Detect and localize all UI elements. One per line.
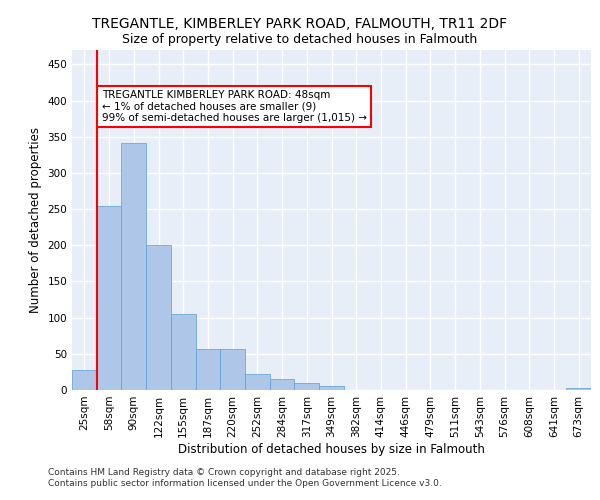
Bar [245, 374, 270, 390]
Text: Size of property relative to detached houses in Falmouth: Size of property relative to detached ho… [122, 32, 478, 46]
Bar [121, 142, 146, 390]
Bar [97, 206, 121, 390]
Text: TREGANTLE KIMBERLEY PARK ROAD: 48sqm
← 1% of detached houses are smaller (9)
99%: TREGANTLE KIMBERLEY PARK ROAD: 48sqm ← 1… [101, 90, 367, 123]
Bar [295, 383, 319, 390]
Y-axis label: Number of detached properties: Number of detached properties [29, 127, 42, 313]
Bar [196, 349, 220, 390]
Text: Contains HM Land Registry data © Crown copyright and database right 2025.
Contai: Contains HM Land Registry data © Crown c… [48, 468, 442, 487]
Bar [319, 386, 344, 390]
Text: TREGANTLE, KIMBERLEY PARK ROAD, FALMOUTH, TR11 2DF: TREGANTLE, KIMBERLEY PARK ROAD, FALMOUTH… [92, 18, 508, 32]
Bar [171, 314, 196, 390]
Bar [566, 388, 591, 390]
X-axis label: Distribution of detached houses by size in Falmouth: Distribution of detached houses by size … [178, 442, 485, 456]
Bar [220, 349, 245, 390]
Bar [72, 370, 97, 390]
Bar [146, 246, 171, 390]
Bar [270, 379, 295, 390]
